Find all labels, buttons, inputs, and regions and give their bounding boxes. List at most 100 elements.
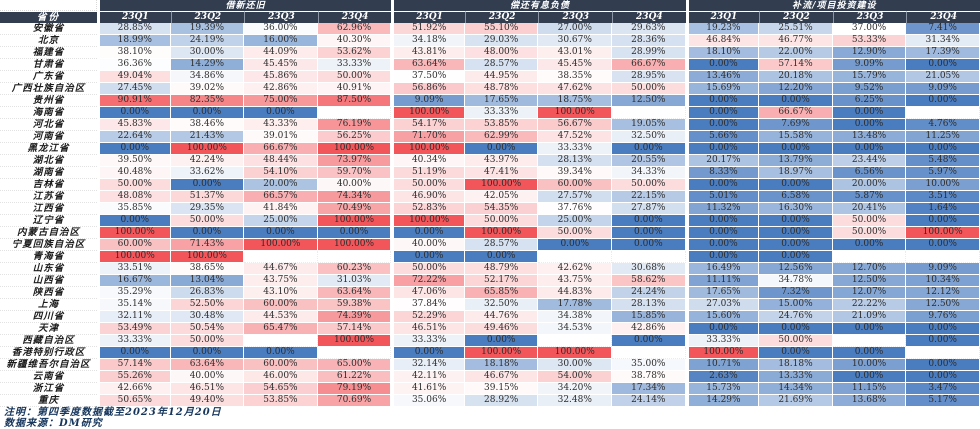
table-row: 宁夏回族自治区 60.00% 71.43% 100.00% 100.00% 40.00% 2… <box>0 239 980 251</box>
province-label: 西藏自治区 <box>0 335 97 347</box>
table-row: 青海省 100.00% 100.00% 0.00% 0.00% 0.00% 0.00% <box>0 251 980 263</box>
value-cell: 30.00% <box>538 359 613 371</box>
province-label: 吉林省 <box>0 179 97 191</box>
province-label: 广西壮族自治区 <box>0 83 97 95</box>
value-cell: 28.92% <box>464 395 539 407</box>
value-cell: 100.00% <box>391 143 465 155</box>
province-label: 宁夏回族自治区 <box>0 239 97 251</box>
value-cell: 3.47% <box>906 383 980 395</box>
value-cell: 0.00% <box>906 371 980 383</box>
province-label: 湖北省 <box>0 155 97 167</box>
value-cell: 22.22% <box>832 299 907 311</box>
value-cell: 20.17% <box>685 155 760 167</box>
value-cell: 100.00% <box>97 227 171 239</box>
value-cell: 0.00% <box>832 143 907 155</box>
value-cell: 0.00% <box>244 107 318 119</box>
table-row: 福建省 38.10% 30.00% 44.09% 53.62% 43.81% 48.00% 4… <box>0 47 980 59</box>
value-cell <box>832 251 907 263</box>
value-cell: 13.68% <box>832 395 907 407</box>
value-cell: 50.00% <box>832 227 907 239</box>
value-cell: 27.45% <box>97 83 171 95</box>
value-cell: 0.00% <box>759 215 833 227</box>
value-cell: 30.48% <box>170 311 245 323</box>
value-cell: 39.01% <box>244 131 318 143</box>
value-cell: 60.00% <box>538 179 613 191</box>
value-cell: 33.33% <box>685 335 760 347</box>
value-cell: 42.05% <box>464 191 539 203</box>
value-cell: 60.00% <box>244 359 318 371</box>
value-cell: 14.29% <box>685 395 760 407</box>
value-cell: 25.00% <box>244 215 318 227</box>
value-cell: 7.32% <box>759 287 833 299</box>
value-cell: 0.00% <box>97 215 171 227</box>
value-cell: 46.00% <box>244 371 318 383</box>
value-cell: 0.00% <box>685 95 760 107</box>
province-label: 内蒙古自治区 <box>0 227 97 239</box>
value-cell: 11.15% <box>832 383 907 395</box>
value-cell: 19.23% <box>685 23 760 35</box>
value-cell: 43.75% <box>244 275 318 287</box>
value-cell: 65.85% <box>464 287 539 299</box>
group-header-row: 借新还旧 偿还有息负债 补流/项目投资建设 <box>0 0 980 11</box>
value-cell: 52.29% <box>391 311 465 323</box>
value-cell: 82.35% <box>170 95 245 107</box>
value-cell: 50.00% <box>538 227 613 239</box>
value-cell: 0.00% <box>906 215 980 227</box>
table-row: 广西壮族自治区 27.45% 39.02% 42.86% 40.91% 56.86% 48.… <box>0 83 980 95</box>
value-cell: 0.00% <box>832 323 907 335</box>
value-cell: 15.60% <box>685 311 760 323</box>
value-cell: 60.00% <box>244 299 318 311</box>
value-cell: 63.64% <box>170 359 245 371</box>
province-label: 湖南省 <box>0 167 97 179</box>
province-label: 浙江省 <box>0 383 97 395</box>
value-cell: 28.85% <box>97 23 171 35</box>
value-cell: 39.02% <box>170 83 245 95</box>
value-cell: 25.51% <box>759 23 833 35</box>
province-label: 江苏省 <box>0 191 97 203</box>
value-cell: 45.45% <box>244 59 318 71</box>
value-cell: 21.43% <box>170 131 245 143</box>
province-label: 辽宁省 <box>0 215 97 227</box>
value-cell: 50.00% <box>612 179 686 191</box>
value-cell: 66.67% <box>759 107 833 119</box>
value-cell: 34.38% <box>538 311 613 323</box>
value-cell: 14.34% <box>759 383 833 395</box>
value-cell: 14.29% <box>170 59 245 71</box>
column-group-repay-interest-debt: 偿还有息负债 <box>391 0 686 11</box>
value-cell: 8.33% <box>685 167 760 179</box>
value-cell: 0.00% <box>906 335 980 347</box>
value-cell: 100.00% <box>244 239 318 251</box>
value-cell: 29.03% <box>464 35 539 47</box>
value-cell: 35.29% <box>97 287 171 299</box>
value-cell: 31.34% <box>906 35 980 47</box>
table-row: 陕西省 35.29% 26.83% 43.10% 63.64% 47.06% 65.85% 4… <box>0 287 980 299</box>
value-cell: 10.00% <box>832 359 907 371</box>
province-label: 福建省 <box>0 47 97 59</box>
column-group-borrow-new-repay-old: 借新还旧 <box>97 0 392 11</box>
value-cell: 0.00% <box>612 335 686 347</box>
value-cell: 13.04% <box>170 275 245 287</box>
value-cell: 62.99% <box>464 131 539 143</box>
value-cell: 9.09% <box>906 83 980 95</box>
table-row: 海南省 0.00% 0.00% 0.00% 100.00% 33.33% 100.00% 0.… <box>0 107 980 119</box>
value-cell: 12.50% <box>832 275 907 287</box>
value-cell: 0.00% <box>612 227 686 239</box>
value-cell: 56.25% <box>317 131 392 143</box>
value-cell <box>906 107 980 119</box>
value-cell: 39.50% <box>97 155 171 167</box>
value-cell: 20.18% <box>759 71 833 83</box>
value-cell: 50.00% <box>391 263 465 275</box>
quarter-header: 23Q3 <box>244 11 318 23</box>
value-cell: 0.00% <box>832 107 907 119</box>
value-cell: 45.45% <box>538 59 613 71</box>
value-cell: 9.09% <box>832 59 907 71</box>
value-cell: 35.14% <box>97 299 171 311</box>
value-cell: 40.00% <box>391 239 465 251</box>
value-cell: 32.50% <box>464 299 539 311</box>
value-cell: 11.25% <box>906 131 980 143</box>
value-cell: 71.43% <box>170 239 245 251</box>
value-cell: 9.09% <box>391 95 465 107</box>
value-cell: 44.53% <box>244 311 318 323</box>
value-cell: 46.90% <box>391 191 465 203</box>
